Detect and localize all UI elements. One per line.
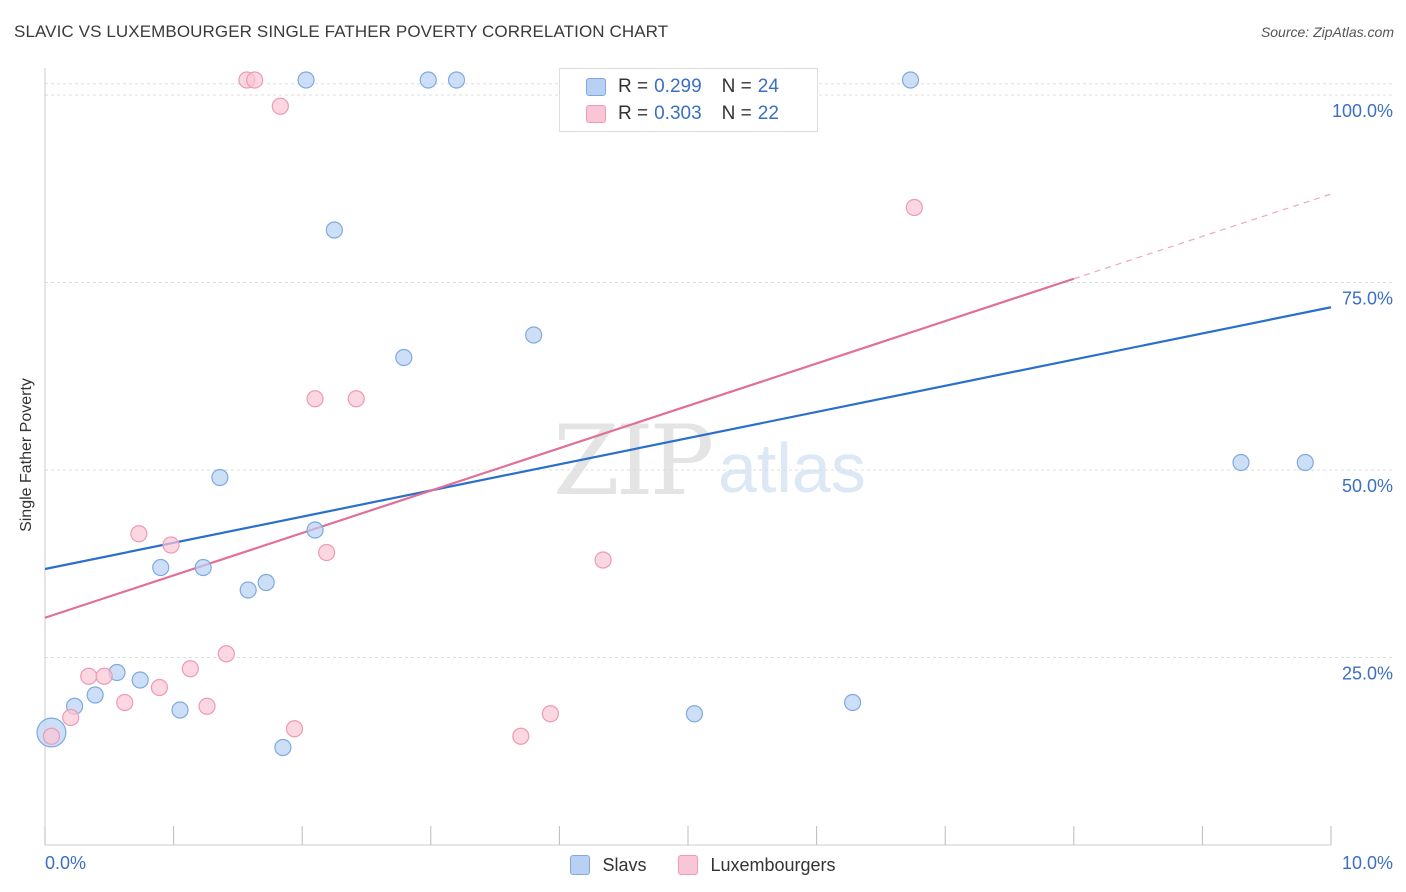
luxembourgers-point — [217, 645, 235, 663]
slavs-trend-line — [44, 306, 1332, 571]
legend-row-slavs: R = 0.299 N = 24 — [586, 75, 779, 99]
slavs-swatch — [586, 78, 606, 96]
slavs-legend-swatch — [570, 855, 591, 875]
luxembourgers-legend-swatch — [678, 855, 699, 875]
y-tick-label: 50.0% — [1342, 476, 1393, 496]
slavs-point — [211, 468, 229, 487]
luxembourgers-point — [306, 390, 324, 408]
slavs-point — [297, 71, 315, 89]
slavs-point — [447, 71, 466, 89]
luxembourgers-n-label: N = — [721, 103, 752, 124]
luxembourgers-point — [246, 71, 264, 89]
slavs-n-label: N = — [721, 76, 752, 97]
slavs-point — [325, 221, 343, 239]
luxembourgers-point — [162, 536, 180, 554]
luxembourgers-point — [271, 97, 289, 115]
slavs-point — [274, 738, 292, 757]
luxembourgers-point — [42, 727, 61, 745]
luxembourgers-point — [80, 667, 98, 685]
luxembourgers-point — [130, 525, 148, 543]
x-tick-label: 10.0% — [1342, 853, 1393, 873]
source-label: Source: ZipAtlas.com — [1260, 24, 1394, 40]
luxembourgers-point — [594, 551, 612, 569]
slavs-point — [171, 701, 189, 719]
slavs-legend-label: Slavs — [602, 854, 647, 875]
x-tick-label: 0.0% — [45, 853, 86, 873]
slavs-point — [1296, 453, 1314, 472]
luxembourgers-point — [905, 198, 923, 217]
legend-item-slavs: Slavs — [570, 855, 646, 876]
luxembourgers-swatch — [586, 105, 606, 123]
y-tick-label: 75.0% — [1342, 289, 1393, 309]
luxembourgers-point — [62, 708, 80, 727]
luxembourgers-r-value: 0.303 — [654, 103, 702, 124]
slavs-point — [152, 558, 170, 577]
series-legend: Slavs Luxembourgers — [0, 852, 1406, 878]
slavs-point — [306, 521, 324, 539]
slavs-r-value: 0.299 — [654, 76, 702, 97]
luxembourgers-trend-line — [44, 277, 1075, 619]
slavs-point — [685, 705, 704, 723]
correlation-legend: R = 0.299 N = 24 R = 0.303 N = 22 — [559, 68, 818, 132]
luxembourgers-point — [198, 697, 216, 715]
slavs-point — [901, 71, 920, 89]
slavs-point — [257, 573, 275, 592]
luxembourgers-point — [318, 543, 336, 562]
slavs-r-label: R = — [618, 76, 649, 97]
y-axis-label: Single Father Poverty — [18, 378, 35, 532]
slavs-point — [419, 71, 437, 89]
luxembourgers-r-label: R = — [618, 103, 649, 124]
luxembourgers-legend-label: Luxembourgers — [710, 854, 836, 875]
slavs-point — [194, 558, 212, 577]
watermark-atlas: atlas — [718, 429, 866, 507]
chart-title: SLAVIC VS LUXEMBOURGER SINGLE FATHER POV… — [14, 22, 669, 41]
luxembourgers-point — [181, 660, 199, 678]
legend-item-luxembourgers: Luxembourgers — [678, 854, 836, 876]
luxembourgers-point — [95, 667, 113, 685]
slavs-point — [844, 693, 862, 712]
slavs-point — [131, 671, 149, 689]
luxembourgers-n-value: 22 — [757, 103, 779, 124]
slavs-point — [239, 581, 257, 599]
y-tick-label: 25.0% — [1342, 664, 1393, 684]
slavs-point — [86, 686, 104, 704]
luxembourgers-point — [285, 720, 304, 738]
luxembourgers-trend-extension — [1073, 193, 1332, 280]
luxembourgers-point — [150, 678, 169, 697]
slavs-n-value: 24 — [757, 76, 779, 97]
slavs-point — [1232, 453, 1250, 472]
luxembourgers-point — [512, 727, 530, 745]
slavs-point — [525, 326, 543, 344]
luxembourgers-point — [541, 705, 559, 723]
luxembourgers-point — [116, 693, 134, 712]
y-tick-label: 100.0% — [1332, 101, 1393, 121]
slavs-point — [395, 348, 413, 367]
luxembourgers-point — [347, 390, 365, 408]
legend-row-luxembourgers: R = 0.303 N = 22 — [586, 102, 779, 126]
